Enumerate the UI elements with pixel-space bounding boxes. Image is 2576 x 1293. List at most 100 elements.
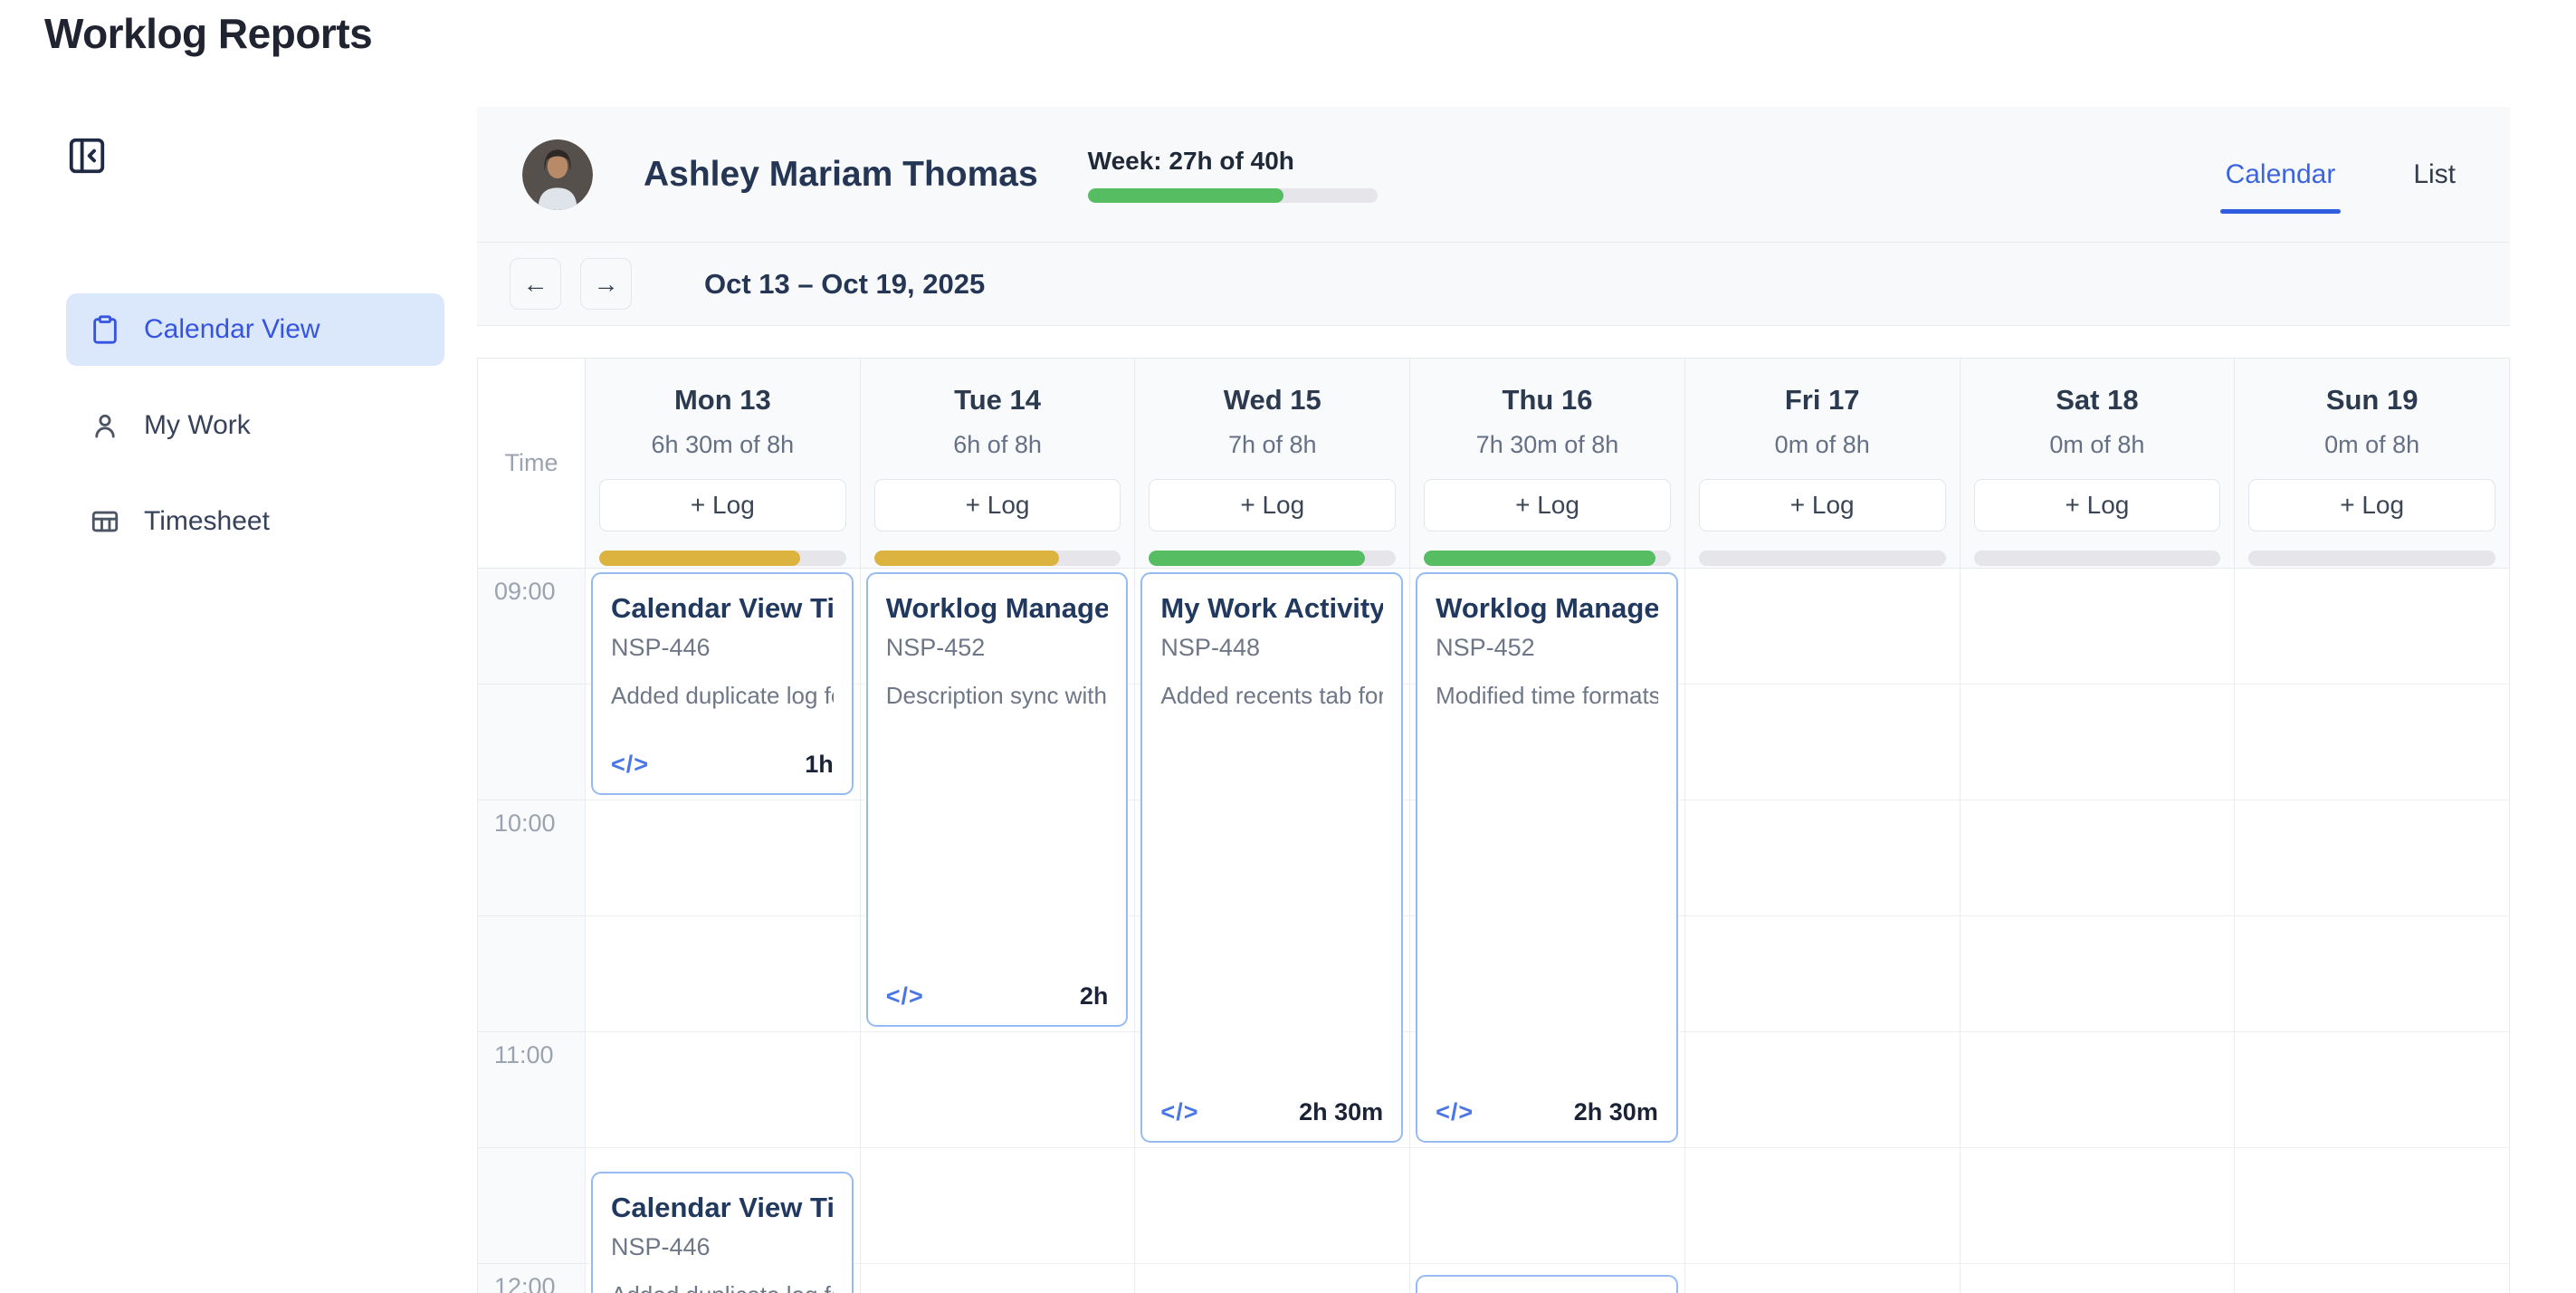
calendar-cell[interactable] <box>585 800 860 916</box>
log-time-button[interactable]: + Log <box>1424 479 1671 532</box>
day-column-header-wed-15: Wed 15 7h of 8h + Log <box>1134 359 1409 568</box>
calendar-cell[interactable] <box>585 916 860 1032</box>
calendar-cell[interactable] <box>1134 1148 1409 1264</box>
event-footer: </> 1h <box>611 751 834 779</box>
calendar-cell[interactable] <box>1134 1264 1409 1293</box>
calendar-cell[interactable] <box>2234 1148 2509 1264</box>
calendar-cell[interactable] <box>860 1264 1135 1293</box>
week-progress-fill <box>1088 188 1283 203</box>
calendar-cell[interactable] <box>1409 1148 1684 1264</box>
day-hours-summary: 6h 30m of 8h <box>652 431 795 459</box>
worklog-event-card[interactable]: Calendar View Ti… NSP-446 Added duplicat… <box>591 572 854 795</box>
time-label: 12:00 <box>478 1264 585 1293</box>
calendar-cell[interactable] <box>1684 685 1960 800</box>
calendar-cell[interactable] <box>2234 1264 2509 1293</box>
event-issue-code: NSP-448 <box>1160 634 1383 662</box>
calendar-cell[interactable] <box>1960 1148 2235 1264</box>
week-label: Week: 27h of 40h <box>1088 147 1378 176</box>
calendar-cell[interactable] <box>1960 685 2235 800</box>
calendar-cell[interactable] <box>1684 1032 1960 1148</box>
calendar-cell[interactable] <box>1960 1032 2235 1148</box>
tab-list[interactable]: List <box>2413 143 2456 206</box>
tab-calendar[interactable]: Calendar <box>2226 143 2336 206</box>
code-icon: </> <box>1436 1098 1474 1126</box>
day-column-header-sun-19: Sun 19 0m of 8h + Log <box>2234 359 2509 568</box>
day-progress-fill <box>1149 551 1365 566</box>
day-name: Sat 18 <box>2056 384 2138 417</box>
day-progress-bar <box>1424 551 1671 566</box>
worklog-event-card[interactable]: </> <box>1416 1275 1678 1293</box>
calendar-cell[interactable] <box>1684 569 1960 685</box>
worklog-event-card[interactable]: Worklog Manage… NSP-452 Description sync… <box>866 572 1129 1027</box>
calendar-cell[interactable] <box>2234 685 2509 800</box>
worklog-event-card[interactable]: Worklog Manage… NSP-452 Modified time fo… <box>1416 572 1678 1143</box>
arrow-right-icon: → <box>594 270 619 299</box>
day-progress-bar <box>874 551 1121 566</box>
calendar-cell[interactable] <box>860 1148 1135 1264</box>
calendar-cell[interactable] <box>1960 800 2235 916</box>
date-nav: ← → Oct 13 – Oct 19, 2025 <box>477 243 2510 325</box>
avatar <box>522 139 593 210</box>
log-time-button[interactable]: + Log <box>874 479 1121 532</box>
event-title: Calendar View Ti… <box>611 1192 834 1224</box>
event-duration: 2h <box>1080 982 1109 1010</box>
worklog-event-card[interactable]: Calendar View Ti… NSP-446 Added duplicat… <box>591 1172 854 1293</box>
code-icon: </> <box>1160 1098 1198 1126</box>
day-progress-bar <box>1699 551 1946 566</box>
calendar-cell[interactable] <box>1960 916 2235 1032</box>
next-week-button[interactable]: → <box>580 258 632 310</box>
calendar-cell[interactable] <box>1684 1264 1960 1293</box>
arrow-left-icon: ← <box>523 270 549 299</box>
sidebar-item-my-work[interactable]: My Work <box>66 389 444 462</box>
tab-active-underline <box>2220 209 2342 214</box>
event-footer: </> 2h 30m <box>1160 1098 1383 1126</box>
calendar-cell[interactable] <box>2234 916 2509 1032</box>
time-label <box>478 916 585 1032</box>
day-name: Tue 14 <box>954 384 1041 417</box>
event-description: Description sync with Jira <box>886 682 1109 710</box>
sidebar-item-label: My Work <box>144 410 251 441</box>
worklog-event-card[interactable]: My Work Activity … NSP-448 Added recents… <box>1140 572 1403 1143</box>
calendar-cell[interactable] <box>1960 1264 2235 1293</box>
panel-collapse-icon <box>66 135 108 177</box>
event-title: Worklog Manage… <box>1436 592 1658 625</box>
log-time-button[interactable]: + Log <box>599 479 846 532</box>
day-hours-summary: 0m of 8h <box>1775 431 1870 459</box>
event-title: Calendar View Ti… <box>611 592 834 625</box>
day-column-header-sat-18: Sat 18 0m of 8h + Log <box>1960 359 2235 568</box>
log-time-button[interactable]: + Log <box>1699 479 1946 532</box>
day-name: Mon 13 <box>674 384 771 417</box>
sidebar-collapse-button[interactable] <box>66 127 124 185</box>
view-tabs: Calendar List <box>2226 143 2456 206</box>
day-hours-summary: 7h of 8h <box>1228 431 1317 459</box>
log-time-button[interactable]: + Log <box>1149 479 1396 532</box>
event-footer: </> 2h 30m <box>1436 1098 1658 1126</box>
event-issue-code: NSP-446 <box>611 1233 834 1261</box>
day-column-header-fri-17: Fri 17 0m of 8h + Log <box>1684 359 1960 568</box>
calendar-cell[interactable] <box>1960 569 2235 685</box>
event-description: Modified time formats fo… <box>1436 682 1658 710</box>
main-panel: Ashley Mariam Thomas Week: 27h of 40h Ca… <box>477 107 2510 326</box>
sidebar: Calendar View My Work Timesheet <box>66 127 444 558</box>
time-label: 09:00 <box>478 569 585 685</box>
calendar-cell[interactable] <box>1684 800 1960 916</box>
calendar-cell[interactable] <box>1684 1148 1960 1264</box>
calendar-cell[interactable] <box>860 1032 1135 1148</box>
code-icon: </> <box>611 751 649 779</box>
calendar-cell[interactable] <box>585 1032 860 1148</box>
prev-week-button[interactable]: ← <box>510 258 561 310</box>
sidebar-item-calendar-view[interactable]: Calendar View <box>66 293 444 366</box>
week-progress-bar <box>1088 188 1378 203</box>
calendar-cell[interactable] <box>2234 800 2509 916</box>
day-hours-summary: 6h of 8h <box>953 431 1042 459</box>
log-time-button[interactable]: + Log <box>1974 479 2221 532</box>
calendar-cell[interactable] <box>1684 916 1960 1032</box>
event-description: Added duplicate log feat… <box>611 1281 834 1293</box>
calendar-cell[interactable] <box>2234 569 2509 685</box>
log-time-button[interactable]: + Log <box>2248 479 2495 532</box>
event-issue-code: NSP-446 <box>611 634 834 662</box>
time-label: 10:00 <box>478 800 585 916</box>
sidebar-item-timesheet[interactable]: Timesheet <box>66 485 444 558</box>
day-hours-summary: 7h 30m of 8h <box>1476 431 1619 459</box>
calendar-cell[interactable] <box>2234 1032 2509 1148</box>
